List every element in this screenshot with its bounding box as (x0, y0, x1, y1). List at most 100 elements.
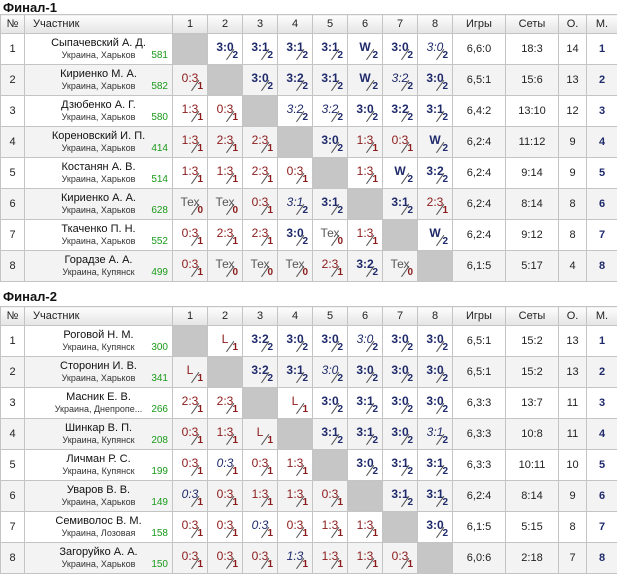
player-name[interactable]: Кириенко А. А. (25, 192, 172, 204)
player-cell[interactable]: Масник Е. В.Украина, Днепропе...266 (25, 388, 173, 419)
player-name[interactable]: Личман Р. С. (25, 453, 172, 465)
player-name[interactable]: Масник Е. В. (25, 391, 172, 403)
player-name[interactable]: Роговой Н. М. (25, 329, 172, 341)
player-name[interactable]: Загоруйко А. А. (25, 546, 172, 558)
player-name[interactable]: Сторонин И. В. (25, 360, 172, 372)
player-name[interactable]: Горадзе А. А. (25, 254, 172, 266)
player-name[interactable]: Кириенко М. А. (25, 68, 172, 80)
player-name[interactable]: Уваров В. В. (25, 484, 172, 496)
